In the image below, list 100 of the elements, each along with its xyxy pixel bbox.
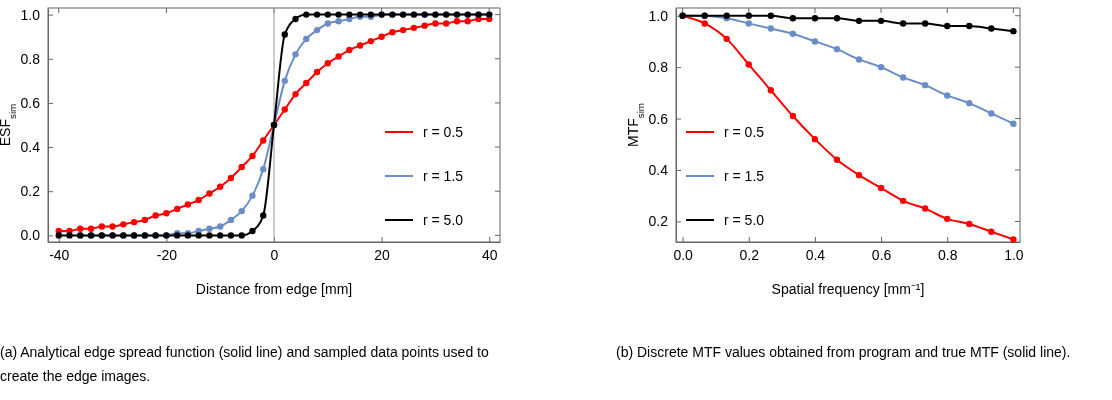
point [745, 12, 752, 19]
point [216, 223, 224, 230]
point [378, 33, 385, 40]
point [921, 20, 929, 27]
point [811, 135, 819, 143]
point [811, 38, 819, 45]
y-tick-label: 0.8 [648, 59, 669, 76]
point [988, 228, 995, 235]
point [988, 110, 995, 117]
point [238, 232, 245, 239]
y-tick-label: 0.2 [648, 213, 669, 230]
legend-label: r = 0.5 [423, 123, 464, 140]
point [1010, 120, 1017, 127]
point [855, 17, 863, 25]
point [238, 207, 245, 215]
point [410, 24, 418, 32]
point [324, 59, 332, 67]
point [855, 56, 863, 63]
y-tick-label: 0.2 [20, 183, 41, 200]
point [944, 215, 951, 223]
point [367, 37, 375, 45]
point [723, 35, 730, 43]
point [249, 227, 256, 235]
point [346, 46, 353, 54]
point [303, 35, 310, 43]
point [356, 42, 364, 49]
point [944, 22, 951, 30]
text: (a) Analytical edge spread function (solid line) and sampled data points used to create the edge images. [0, 343, 490, 386]
point [421, 22, 428, 29]
point [921, 81, 929, 89]
point [745, 61, 752, 68]
point [877, 63, 885, 71]
point [767, 25, 775, 32]
x-tick-label: 20 [374, 246, 391, 263]
point [281, 77, 288, 85]
point [767, 12, 775, 19]
legend-label: r = 5.0 [724, 211, 765, 228]
point [206, 232, 213, 239]
x-tick-label: 40 [481, 246, 498, 263]
point [966, 220, 973, 228]
point [152, 212, 159, 219]
point [303, 11, 310, 18]
x-axis-title: Spatial frequency [mm⁻¹] [771, 281, 925, 297]
point [833, 45, 841, 53]
point [966, 22, 973, 30]
point [453, 18, 461, 25]
point [833, 15, 841, 22]
x-tick-label: -20 [156, 246, 178, 263]
point [389, 29, 396, 36]
point [811, 15, 819, 22]
x-tick-label: 0.0 [673, 246, 694, 263]
point [216, 183, 224, 191]
point [313, 26, 321, 34]
point [249, 152, 256, 160]
point [55, 232, 62, 239]
point [313, 68, 321, 76]
point [313, 11, 321, 18]
point [227, 174, 235, 182]
point [130, 218, 138, 226]
point [399, 26, 407, 34]
point [899, 197, 907, 205]
point [77, 225, 84, 232]
point [98, 223, 106, 230]
point [899, 20, 907, 27]
point [432, 20, 439, 27]
point [87, 225, 95, 232]
x-tick-label: -40 [49, 246, 70, 263]
y-tick-label: 0.4 [648, 161, 669, 178]
legend-label: r = 1.5 [724, 167, 765, 184]
x-tick-label: 0.4 [805, 246, 826, 263]
x-tick-label: 0.8 [938, 246, 958, 263]
point [335, 11, 342, 18]
point [238, 163, 245, 171]
point [745, 20, 752, 27]
point [833, 156, 841, 163]
point [701, 20, 708, 27]
point [789, 15, 797, 22]
x-tick-label: 1.0 [1004, 246, 1024, 263]
y-tick-label: 1.0 [648, 7, 669, 24]
point [195, 196, 202, 204]
point [195, 232, 202, 239]
point [464, 18, 471, 25]
point [184, 201, 192, 208]
point [1010, 27, 1017, 35]
point [877, 17, 885, 25]
y-tick-label: 1.0 [20, 6, 41, 23]
text: (b) Discrete MTF values obtained from program and true MTF (solid line). [616, 343, 1072, 362]
point [899, 74, 907, 81]
point [442, 20, 450, 27]
x-axis-title: Distance from edge [mm] [195, 281, 353, 297]
point [324, 20, 332, 27]
point [292, 90, 299, 98]
point [281, 106, 288, 113]
y-tick-label: 0.8 [20, 50, 41, 67]
point [767, 87, 775, 94]
point [173, 205, 181, 213]
x-tick-label: 0.6 [871, 246, 892, 263]
point [921, 205, 929, 212]
point [324, 11, 332, 18]
point [249, 192, 256, 199]
